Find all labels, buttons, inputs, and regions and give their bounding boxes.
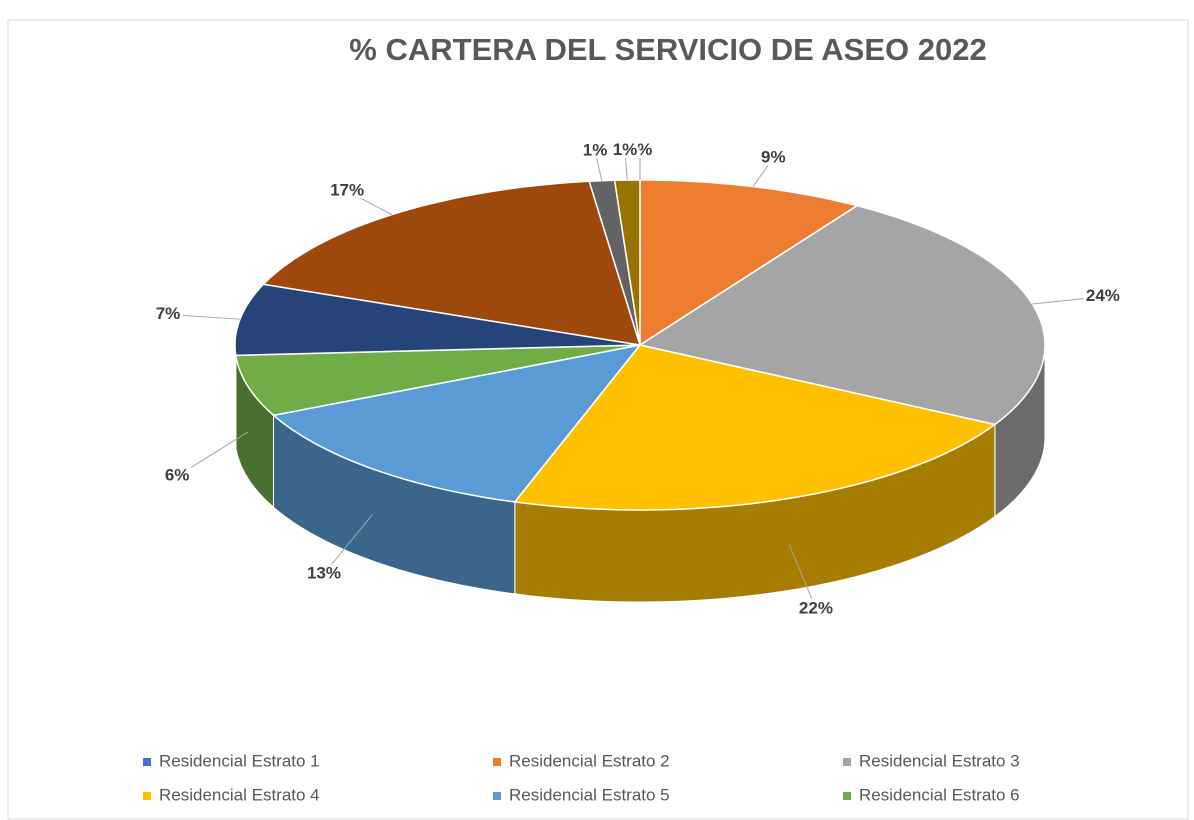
data-label: 1% (613, 140, 638, 159)
leader-line (176, 431, 248, 477)
data-label: 9% (761, 148, 786, 167)
leader-line (323, 514, 373, 575)
leader-line (1032, 296, 1103, 305)
slice-side (234, 345, 237, 448)
data-label: 22% (799, 598, 833, 617)
data-label: 17% (330, 181, 364, 200)
leader-line (752, 157, 774, 187)
legend-swatch (143, 758, 151, 766)
slice (638, 204, 1046, 426)
data-label: 6% (165, 466, 190, 485)
leader-line (167, 314, 241, 320)
slice (261, 180, 642, 346)
data-label: 7% (156, 304, 181, 323)
legend-swatch (143, 792, 151, 800)
legend-label: Residencial Estrato 6 (859, 785, 1020, 804)
data-label: 24% (1086, 286, 1120, 305)
slice (513, 344, 997, 511)
legend-swatch (843, 792, 851, 800)
legend-label: Residencial Estrato 5 (509, 785, 670, 804)
legend-label: Residencial Estrato 4 (159, 785, 320, 804)
data-label: 0% (628, 140, 653, 159)
leader-line (346, 190, 393, 216)
legend-label: Residencial Estrato 1 (159, 751, 320, 770)
slice (271, 343, 642, 503)
data-label: 1% (583, 141, 608, 160)
legend-swatch (493, 758, 501, 766)
legend-swatch (493, 792, 501, 800)
slice (234, 344, 641, 417)
chart-title: % CARTERA DEL SERVICIO DE ASEO 2022 (349, 32, 986, 67)
leader-line (788, 544, 817, 610)
slice (234, 283, 641, 357)
legend-swatch (843, 758, 851, 766)
leader-line (624, 150, 628, 181)
legend-label: Residencial Estrato 2 (509, 751, 670, 770)
data-label: 13% (307, 563, 341, 582)
legend-label: Residencial Estrato 3 (859, 751, 1020, 770)
leader-line (594, 151, 603, 181)
